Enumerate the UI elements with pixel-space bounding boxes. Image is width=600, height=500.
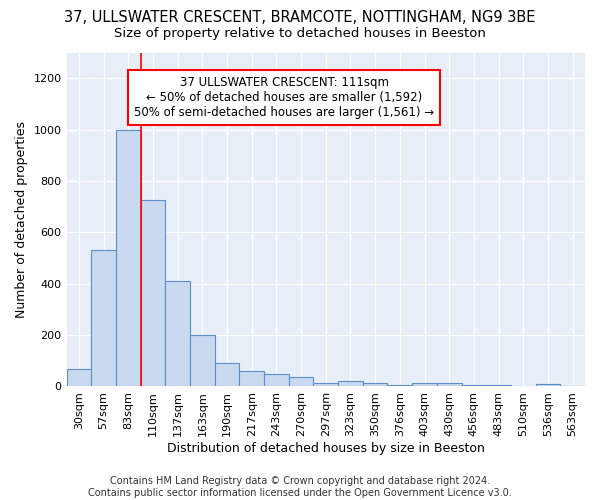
Bar: [437, 382, 461, 386]
Text: Contains HM Land Registry data © Crown copyright and database right 2024.
Contai: Contains HM Land Registry data © Crown c…: [88, 476, 512, 498]
Bar: [165, 281, 190, 386]
X-axis label: Distribution of detached houses by size in Beeston: Distribution of detached houses by size …: [167, 442, 485, 455]
Bar: [388, 385, 412, 386]
Bar: [91, 250, 116, 386]
Bar: [140, 200, 165, 386]
Text: Size of property relative to detached houses in Beeston: Size of property relative to detached ho…: [114, 28, 486, 40]
Bar: [67, 369, 91, 386]
Bar: [313, 382, 338, 386]
Bar: [338, 382, 363, 386]
Bar: [190, 335, 215, 386]
Bar: [486, 385, 511, 386]
Bar: [412, 382, 437, 386]
Bar: [536, 384, 560, 386]
Bar: [363, 382, 388, 386]
Bar: [239, 371, 264, 386]
Text: 37 ULLSWATER CRESCENT: 111sqm
← 50% of detached houses are smaller (1,592)
50% o: 37 ULLSWATER CRESCENT: 111sqm ← 50% of d…: [134, 76, 434, 119]
Text: 37, ULLSWATER CRESCENT, BRAMCOTE, NOTTINGHAM, NG9 3BE: 37, ULLSWATER CRESCENT, BRAMCOTE, NOTTIN…: [64, 10, 536, 25]
Bar: [289, 378, 313, 386]
Bar: [215, 364, 239, 386]
Y-axis label: Number of detached properties: Number of detached properties: [15, 121, 28, 318]
Bar: [264, 374, 289, 386]
Bar: [461, 385, 486, 386]
Bar: [116, 130, 140, 386]
